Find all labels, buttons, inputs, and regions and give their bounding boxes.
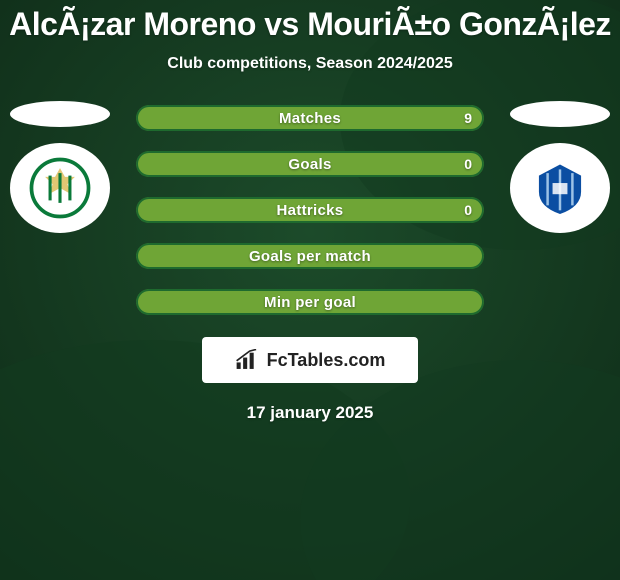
- stat-row: Matches9: [136, 105, 484, 131]
- left-club: [10, 101, 110, 233]
- source-logo: FcTables.com: [202, 337, 418, 383]
- stat-value-right: 0: [464, 197, 472, 223]
- stat-row: Hattricks0: [136, 197, 484, 223]
- date: 17 january 2025: [0, 403, 620, 423]
- left-club-badge: [10, 143, 110, 233]
- bar-chart-icon: [235, 349, 261, 371]
- stat-rows: Matches9Goals0Hattricks0Goals per matchM…: [136, 105, 484, 315]
- stat-label: Min per goal: [136, 289, 484, 315]
- stat-row: Goals0: [136, 151, 484, 177]
- right-club-badge: [510, 143, 610, 233]
- left-player-ellipse: [10, 101, 110, 127]
- stat-value-right: 0: [464, 151, 472, 177]
- page-title: AlcÃ¡zar Moreno vs MouriÃ±o GonzÃ¡lez: [0, 0, 620, 43]
- subtitle: Club competitions, Season 2024/2025: [0, 55, 620, 73]
- right-player-ellipse: [510, 101, 610, 127]
- stat-value-right: 9: [464, 105, 472, 131]
- alaves-crest-icon: [529, 157, 591, 219]
- stat-row: Goals per match: [136, 243, 484, 269]
- stat-label: Hattricks: [136, 197, 484, 223]
- stat-row: Min per goal: [136, 289, 484, 315]
- logo-text: FcTables.com: [267, 350, 386, 371]
- stat-label: Matches: [136, 105, 484, 131]
- betis-crest-icon: [29, 157, 91, 219]
- right-club: [510, 101, 610, 233]
- stat-label: Goals per match: [136, 243, 484, 269]
- stat-label: Goals: [136, 151, 484, 177]
